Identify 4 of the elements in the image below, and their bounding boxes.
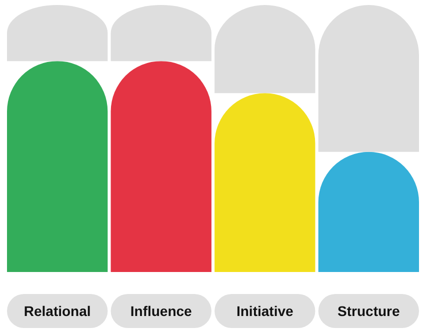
x-tick-label: Structure <box>338 303 400 319</box>
x-tick-label: Influence <box>130 303 192 319</box>
x-tick-label: Relational <box>24 303 91 319</box>
x-tick-label: Initiative <box>236 303 294 319</box>
